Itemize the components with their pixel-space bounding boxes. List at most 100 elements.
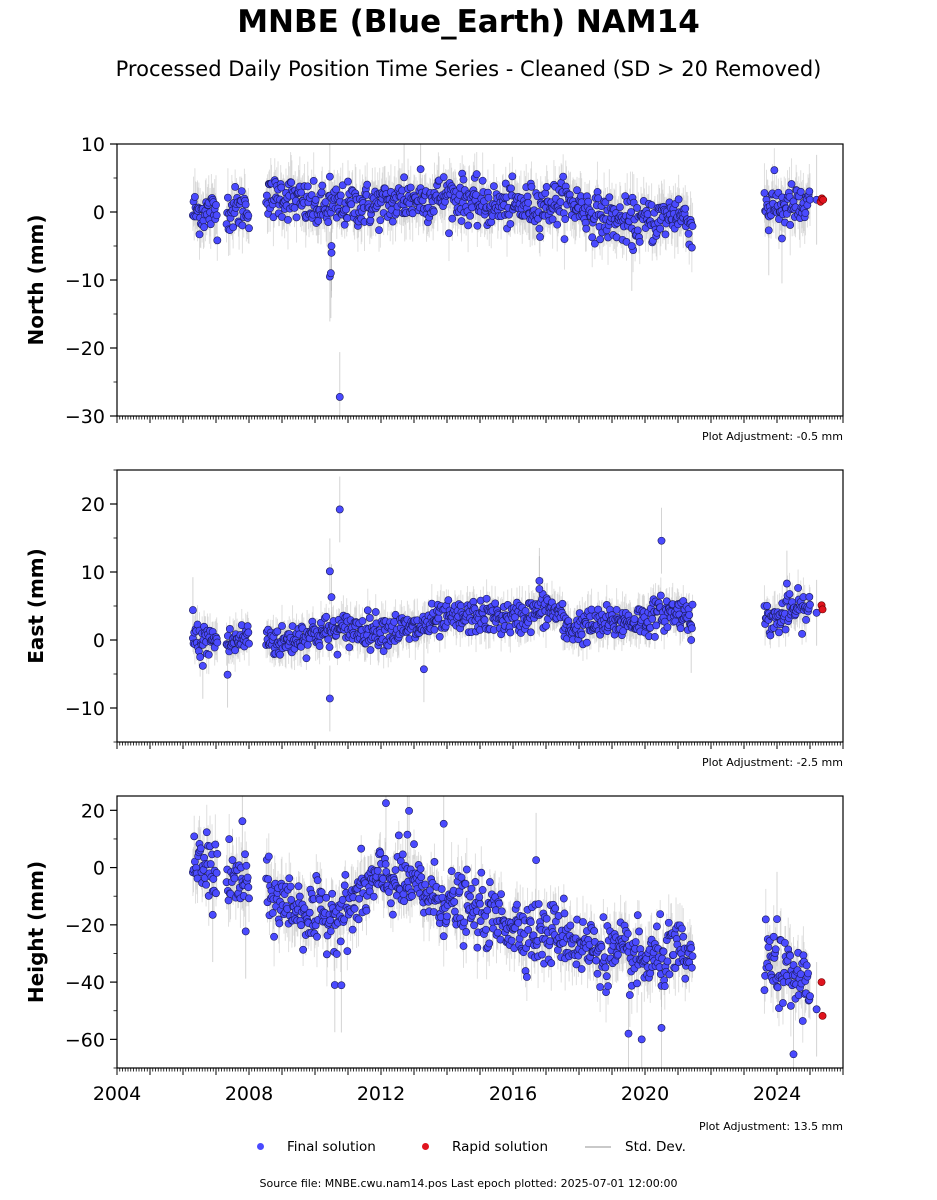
- north-final-point: [656, 224, 665, 233]
- north-final-point: [635, 238, 644, 246]
- height-final-point: [202, 880, 210, 889]
- north-final-point: [786, 221, 795, 229]
- height-final-point: [326, 916, 335, 925]
- north-final-point: [805, 187, 814, 196]
- height-final-point: [394, 831, 403, 840]
- north-final-point: [560, 235, 569, 244]
- north-final-point: [684, 229, 693, 238]
- height-final-point: [430, 858, 439, 866]
- height-final-point: [305, 908, 314, 917]
- east-final-point: [335, 505, 344, 514]
- height-final-point: [264, 875, 273, 884]
- north-final-point: [806, 195, 814, 204]
- height-final-point: [459, 942, 468, 950]
- north-final-point: [245, 224, 253, 233]
- height-final-point: [348, 925, 357, 934]
- height-final-point: [439, 932, 448, 941]
- east-panel: 20 10 0 −10 East (mm) Plot Adjustment: -2.5…: [24, 469, 844, 769]
- height-final-point: [417, 873, 426, 882]
- east-final-point: [273, 627, 282, 636]
- east-final-point: [812, 608, 821, 617]
- east-final-point: [363, 606, 372, 615]
- north-y-tick-label: −30: [65, 406, 105, 428]
- height-final-point: [285, 874, 294, 883]
- height-final-point: [354, 915, 363, 924]
- east-final-point: [435, 632, 444, 641]
- east-final-point: [612, 605, 621, 614]
- height-final-point: [391, 866, 400, 874]
- north-final-point: [303, 182, 312, 191]
- height-final-point: [299, 945, 308, 954]
- east-final-point: [358, 617, 367, 625]
- east-final-point: [430, 625, 439, 634]
- height-final-point: [470, 921, 478, 930]
- east-final-point: [535, 585, 544, 593]
- east-final-point: [324, 635, 333, 644]
- north-final-point: [457, 217, 466, 225]
- north-final-point: [674, 195, 683, 204]
- height-final-point: [228, 856, 237, 864]
- north-final-point: [327, 248, 336, 257]
- north-final-point: [590, 239, 599, 248]
- north-final-point: [535, 224, 544, 233]
- north-final-point: [508, 172, 517, 181]
- north-final-point: [448, 214, 457, 223]
- height-final-point: [270, 932, 278, 941]
- east-final-point: [244, 628, 253, 637]
- east-final-point: [480, 616, 489, 624]
- north-final-point: [542, 183, 551, 191]
- east-final-point: [231, 646, 240, 655]
- height-final-point: [332, 950, 341, 958]
- east-final-point: [663, 623, 672, 632]
- north-final-point: [406, 183, 415, 192]
- east-final-point: [542, 621, 550, 630]
- height-final-point: [421, 880, 430, 889]
- height-final-point: [398, 850, 407, 859]
- north-final-point: [338, 181, 347, 190]
- height-final-point: [322, 893, 331, 902]
- east-plot-adjustment: Plot Adjustment: -2.5 mm: [702, 756, 843, 769]
- north-final-point: [643, 210, 652, 219]
- north-final-point: [536, 233, 544, 241]
- north-final-point: [347, 200, 356, 209]
- north-final-point: [487, 218, 496, 227]
- north-y-axis-label: North (mm): [24, 214, 48, 345]
- north-final-point: [561, 215, 570, 224]
- height-final-point: [295, 892, 304, 901]
- height-final-point: [447, 867, 456, 875]
- height-final-point: [466, 892, 474, 901]
- height-final-point: [202, 828, 211, 837]
- north-final-point: [582, 224, 591, 233]
- height-final-point: [382, 867, 391, 876]
- height-final-point: [268, 909, 277, 917]
- east-plot-frame: [116, 469, 844, 743]
- north-final-point: [309, 176, 318, 185]
- east-final-point: [652, 621, 661, 630]
- east-final-point: [365, 614, 374, 622]
- height-final-point: [476, 917, 485, 925]
- height-final-point: [243, 873, 252, 882]
- north-final-point: [627, 208, 636, 216]
- north-final-point: [466, 212, 474, 220]
- east-final-point: [619, 627, 628, 636]
- east-final-point: [688, 600, 697, 609]
- north-final-point: [601, 198, 610, 207]
- north-final-point: [223, 193, 232, 202]
- east-final-point: [535, 576, 544, 585]
- north-final-point: [661, 230, 670, 239]
- height-final-point: [322, 950, 331, 959]
- north-final-point: [237, 187, 246, 196]
- north-final-point: [556, 198, 565, 206]
- north-final-point: [206, 220, 215, 229]
- north-final-point: [681, 204, 690, 213]
- north-final-point: [326, 269, 335, 278]
- north-final-point: [376, 216, 385, 225]
- north-final-point: [778, 234, 786, 243]
- north-final-point: [505, 210, 513, 219]
- height-final-point: [350, 904, 359, 913]
- height-final-point: [297, 921, 306, 930]
- height-final-point: [471, 878, 480, 886]
- east-final-point: [648, 614, 657, 623]
- north-final-point: [277, 183, 286, 192]
- north-final-point: [573, 186, 581, 195]
